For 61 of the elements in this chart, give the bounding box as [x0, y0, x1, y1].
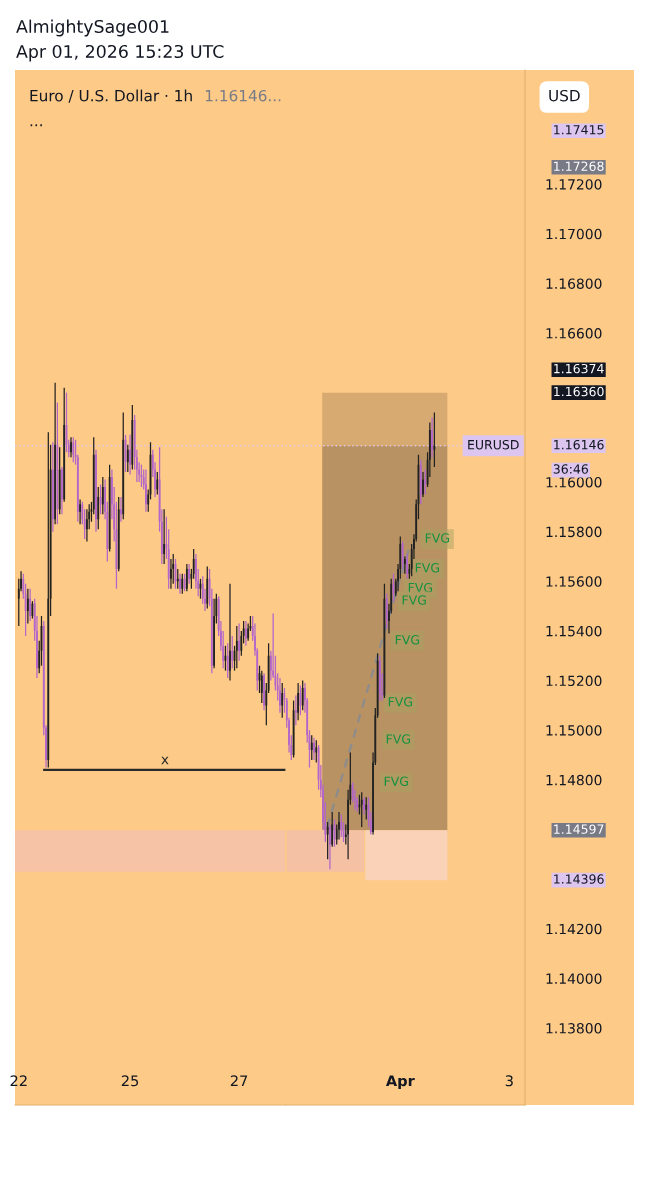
candlestick	[86, 508, 88, 543]
x-tick-label: 3	[505, 1075, 513, 1087]
text: 1.17268	[554, 161, 604, 171]
y-axis-title: USD	[549, 89, 580, 102]
y-tick-label: 1.16000	[546, 476, 602, 488]
y-tick-label: 1.15600	[546, 576, 602, 587]
candlestick	[313, 737, 315, 761]
candlestick	[363, 796, 365, 816]
candlestick	[229, 583, 231, 682]
y-tick-label: 1.14800	[546, 774, 602, 786]
y-tick-label: 1.15200	[546, 675, 602, 687]
text: 36:46	[553, 464, 589, 474]
y-tick-label: 1.15000	[546, 725, 602, 736]
x-tick-label: 25	[121, 1075, 139, 1087]
text: 1.16360	[554, 386, 604, 397]
candlestick	[120, 496, 122, 523]
annotation: FVG	[388, 697, 413, 707]
ref-line-label: EURUSD	[468, 439, 519, 450]
candlestick	[61, 466, 63, 515]
text: 1.16374	[554, 363, 604, 374]
y-tick-label: 1.15400	[546, 625, 602, 637]
text: 1.17415	[554, 125, 604, 135]
candlestick	[338, 811, 340, 841]
text: Euro / U.S. Dollar · 1h	[30, 89, 192, 103]
text: 1.16146	[554, 439, 604, 450]
candlestick	[297, 682, 300, 721]
x-tick-label: 22	[10, 1075, 27, 1087]
candlestick	[213, 598, 215, 669]
annotation: FVG	[408, 582, 432, 593]
text: Apr 01, 2026 15:23 UTC	[16, 44, 224, 62]
text: AlmightySage001	[16, 19, 169, 37]
candlestick	[422, 471, 424, 498]
y-tick-label: 1.13800	[546, 1023, 602, 1034]
y-tick-label: 1.17000	[546, 228, 602, 240]
series-label: x	[161, 756, 169, 765]
annotation: FVG	[386, 734, 410, 744]
y-tick-label: 1.16600	[546, 328, 602, 339]
y-tick-label: 1.14000	[546, 973, 602, 984]
text: 1.14597	[554, 824, 604, 834]
annotation: FVG	[395, 635, 420, 645]
annotation: FVG	[425, 533, 450, 543]
x-tick-label: 27	[230, 1075, 248, 1087]
candlestick	[433, 411, 436, 468]
annotation: FVG	[402, 595, 426, 605]
y-tick-label: 1.17200	[546, 179, 602, 190]
candlestick	[279, 677, 281, 714]
candlestick	[179, 573, 181, 595]
candlestick	[145, 468, 147, 513]
annotation: FVG	[415, 563, 440, 573]
annotation: ...	[30, 124, 42, 127]
x-tick-label: Apr	[385, 1075, 415, 1090]
y-tick-label: 1.15800	[546, 526, 602, 538]
text: 1.14396	[554, 874, 604, 884]
candlestick	[301, 679, 304, 711]
y-tick-label: 1.16800	[546, 278, 602, 289]
candlestick	[406, 553, 409, 580]
annotation: FVG	[384, 776, 408, 786]
candlestick	[299, 684, 302, 716]
text: 1.16146...	[205, 89, 281, 102]
y-tick-label: 1.14200	[546, 923, 602, 935]
candlestick	[170, 558, 172, 590]
